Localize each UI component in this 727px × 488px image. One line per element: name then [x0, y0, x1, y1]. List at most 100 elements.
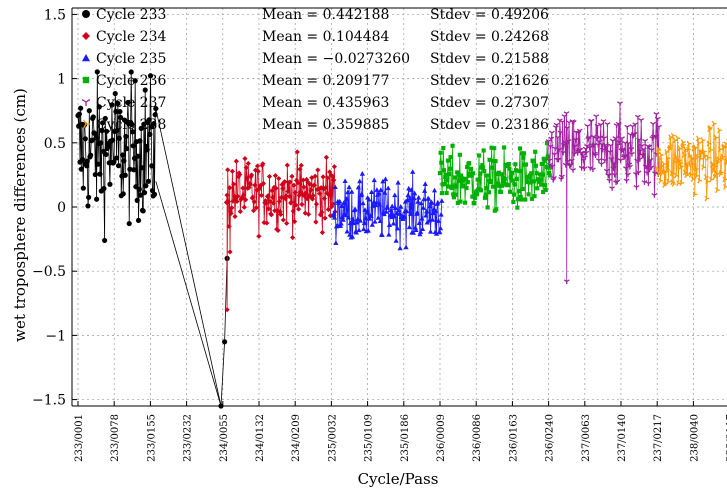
data-point	[298, 162, 304, 168]
data-point	[632, 122, 639, 128]
data-point	[294, 177, 300, 184]
data-point	[295, 206, 302, 212]
y-axis-label: wet troposphere differences (cm)	[11, 88, 29, 342]
data-point	[472, 201, 477, 206]
data-point	[505, 183, 510, 188]
data-point	[388, 207, 394, 213]
data-point	[420, 226, 426, 231]
data-point	[329, 173, 335, 179]
data-point	[292, 218, 298, 225]
data-point	[240, 185, 246, 191]
data-point	[611, 172, 618, 178]
data-point	[274, 208, 281, 214]
data-point	[117, 114, 124, 121]
data-point	[517, 146, 523, 151]
data-point	[363, 215, 369, 221]
data-point	[95, 161, 101, 167]
data-point	[411, 195, 417, 201]
mean-label: Mean = 0.359885	[262, 117, 389, 133]
data-point	[241, 192, 247, 198]
data-point	[248, 172, 255, 178]
data-point	[320, 174, 326, 180]
data-point	[441, 168, 447, 173]
data-point	[225, 199, 232, 205]
data-point	[346, 184, 352, 190]
data-point	[260, 180, 267, 187]
data-point	[638, 118, 645, 123]
data-point	[480, 165, 486, 170]
data-point	[282, 179, 288, 185]
data-point	[243, 197, 249, 203]
data-point	[92, 130, 98, 136]
data-point	[227, 249, 233, 255]
data-point	[290, 208, 296, 214]
data-point	[369, 222, 375, 227]
stdev-label: Stdev = 0.21626	[430, 73, 549, 89]
legend-label: Cycle 236	[96, 73, 166, 89]
data-point	[126, 220, 132, 227]
data-point	[357, 217, 363, 223]
data-point	[511, 192, 517, 197]
data-point	[273, 185, 279, 191]
data-point	[445, 177, 450, 182]
data-point	[325, 175, 331, 181]
data-point	[283, 193, 289, 199]
data-point	[694, 172, 700, 179]
x-tick-label: 234/0209	[291, 414, 302, 462]
data-point	[145, 178, 152, 184]
data-point	[690, 176, 696, 182]
data-point	[543, 183, 548, 188]
data-point	[404, 197, 410, 203]
data-point	[128, 69, 134, 75]
mean-label: Mean = 0.209177	[262, 73, 389, 89]
data-point	[291, 182, 297, 188]
data-point	[369, 189, 375, 194]
data-point	[623, 166, 629, 171]
data-point	[542, 158, 547, 163]
data-point	[597, 135, 604, 141]
data-point	[694, 165, 699, 172]
data-point	[447, 171, 452, 177]
data-point	[229, 205, 235, 211]
data-point	[310, 193, 316, 199]
data-point	[625, 141, 632, 146]
data-point	[381, 211, 387, 217]
data-point	[592, 153, 599, 158]
data-point	[714, 170, 720, 177]
data-point	[696, 139, 702, 146]
data-point	[538, 177, 543, 182]
series-cycle-236	[437, 140, 553, 213]
data-point	[271, 184, 277, 191]
data-point	[478, 171, 483, 176]
data-point	[386, 222, 393, 227]
data-point	[484, 186, 489, 191]
data-point	[98, 140, 104, 146]
mean-label: Mean = 0.435963	[262, 95, 389, 111]
data-point	[655, 166, 660, 173]
data-point	[151, 121, 157, 127]
data-point	[568, 162, 575, 168]
data-point	[543, 187, 548, 192]
data-point	[539, 161, 544, 167]
data-point	[520, 186, 525, 192]
data-point	[364, 209, 370, 215]
data-point	[374, 187, 380, 192]
data-point	[698, 155, 704, 162]
data-point	[135, 217, 142, 224]
series-layer	[75, 69, 727, 409]
data-point	[101, 185, 107, 192]
data-point	[421, 196, 427, 202]
data-point	[416, 194, 422, 200]
data-point	[262, 198, 269, 204]
data-point	[237, 172, 243, 178]
data-point	[299, 201, 305, 207]
data-point	[103, 151, 109, 158]
data-point	[253, 205, 259, 211]
data-point	[572, 144, 578, 149]
data-point	[607, 143, 614, 149]
data-point	[85, 203, 91, 209]
legend-label: Cycle 234	[96, 29, 166, 45]
data-point	[385, 185, 391, 191]
axes: 1.5 1 0.5 0 −0.5 −1 −1.5 233/0001 233/0078 233/01…	[32, 7, 727, 462]
